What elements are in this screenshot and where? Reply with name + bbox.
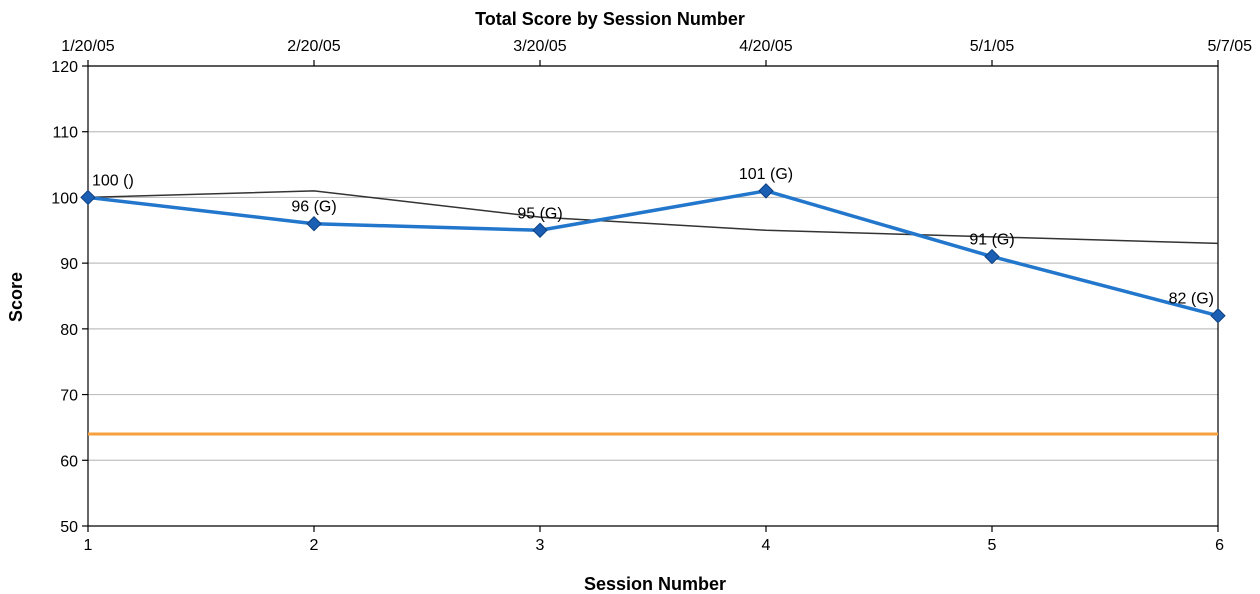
x-tick-label: 5 <box>988 537 997 554</box>
data-label: 96 (G) <box>291 199 336 216</box>
data-point-marker <box>758 183 774 199</box>
axes <box>82 60 1219 532</box>
data-label: 101 (G) <box>739 166 793 183</box>
y-tick-label: 120 <box>51 59 78 76</box>
y-axis-title: Score <box>6 272 26 322</box>
top-x-tick-label: 4/20/05 <box>739 38 792 55</box>
data-label: 82 (G) <box>1169 291 1214 308</box>
y-tick-label: 80 <box>60 322 78 339</box>
data-point-marker <box>1210 308 1226 324</box>
score-series-line <box>87 189 1219 318</box>
data-label: 91 (G) <box>969 232 1014 249</box>
series-lines <box>87 189 1219 436</box>
trend-series-line <box>87 190 1219 245</box>
y-tick-label: 70 <box>60 388 78 405</box>
data-label: 95 (G) <box>517 205 562 222</box>
chart-title: Total Score by Session Number <box>475 9 745 29</box>
data-label: 100 () <box>92 172 134 189</box>
tick-labels: 50 60 70 80 90 100 110 120 1 1/20/05 2 2/20/05 3 3/20… <box>51 38 1252 554</box>
grid-lines <box>88 65 1218 461</box>
data-labels: 100 () 96 (G) 95 (G) 101 (G) 91 (G) 82 (G) <box>92 166 1214 308</box>
x-tick-label: 1 <box>84 537 93 554</box>
top-x-tick-label: 5/7/05 <box>1208 38 1253 55</box>
x-tick-label: 3 <box>536 537 545 554</box>
top-x-tick-label: 5/1/05 <box>970 38 1015 55</box>
y-tick-label: 90 <box>60 256 78 273</box>
y-tick-label: 110 <box>52 125 78 142</box>
y-tick-label: 50 <box>60 519 78 536</box>
data-point-marker <box>984 248 1000 265</box>
y-tick-label: 100 <box>51 190 78 207</box>
data-point-marker <box>306 216 322 232</box>
x-tick-label: 4 <box>762 537 771 554</box>
top-x-tick-label: 2/20/05 <box>287 38 340 55</box>
y-tick-label: 60 <box>60 453 78 470</box>
top-x-tick-label: 1/20/05 <box>61 38 114 55</box>
data-point-marker <box>532 222 548 238</box>
x-axis-title: Session Number <box>584 574 726 594</box>
top-x-tick-label: 3/20/05 <box>513 38 566 55</box>
data-point-marker <box>80 189 96 206</box>
x-tick-label: 6 <box>1215 537 1224 554</box>
x-tick-label: 2 <box>310 537 319 554</box>
data-markers <box>80 183 1226 324</box>
